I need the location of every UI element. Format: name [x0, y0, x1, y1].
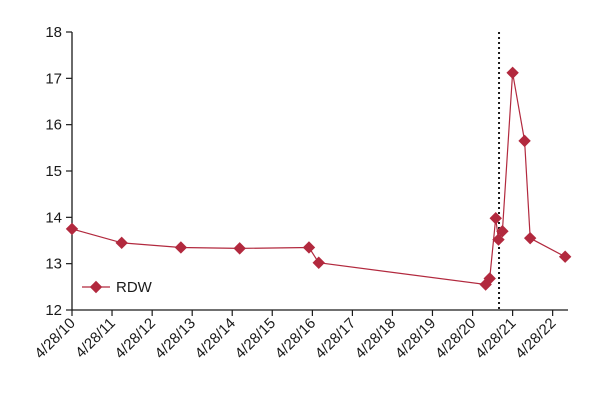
data-point-marker: [233, 242, 246, 255]
data-point-marker: [174, 241, 188, 254]
series-markers-rdw: [65, 66, 572, 291]
y-tick-label: 14: [45, 209, 62, 226]
y-tick-label: 12: [45, 302, 62, 319]
data-point-marker: [489, 212, 502, 225]
data-point-marker: [65, 222, 79, 236]
data-point-marker: [302, 241, 316, 254]
x-tick-label: 4/28/20: [432, 315, 479, 362]
data-point-marker: [518, 134, 531, 148]
x-tick-label: 4/28/10: [31, 315, 78, 362]
y-tick-label: 16: [45, 117, 62, 134]
x-tick-label: 4/28/14: [192, 315, 239, 362]
x-tick-label: 4/28/18: [352, 315, 399, 362]
data-point-marker: [312, 256, 325, 269]
x-axis-ticks: 4/28/104/28/114/28/124/28/134/28/144/28/…: [31, 310, 559, 362]
axes: [71, 32, 568, 311]
x-tick-label: 4/28/21: [472, 315, 519, 362]
data-point-marker: [115, 236, 128, 250]
y-axis-ticks: 12 13 14 15 16 17 18: [45, 24, 72, 319]
data-point-marker: [558, 250, 572, 263]
x-tick-label: 4/28/16: [272, 315, 319, 362]
y-tick-label: 13: [45, 256, 62, 273]
x-tick-label: 4/28/17: [312, 315, 359, 362]
legend-diamond-marker: [89, 280, 103, 294]
data-point-marker: [523, 231, 537, 245]
x-tick-label: 4/28/15: [232, 315, 279, 362]
x-tick-label: 4/28/11: [72, 315, 119, 362]
y-tick-label: 15: [45, 163, 62, 180]
legend: RDW: [82, 279, 153, 296]
data-point-marker: [492, 233, 505, 246]
x-tick-label: 4/28/12: [112, 315, 159, 362]
x-tick-label: 4/28/22: [512, 315, 559, 362]
data-point-marker: [496, 225, 509, 238]
y-tick-label: 17: [45, 70, 62, 87]
x-tick-label: 4/28/13: [152, 315, 199, 362]
x-tick-label: 4/28/19: [392, 315, 439, 362]
series-line-rdw: [71, 72, 566, 286]
data-point-marker: [483, 272, 496, 285]
y-tick-label: 18: [45, 24, 62, 41]
legend-label-rdw: RDW: [116, 279, 153, 296]
data-point-marker: [506, 66, 519, 79]
